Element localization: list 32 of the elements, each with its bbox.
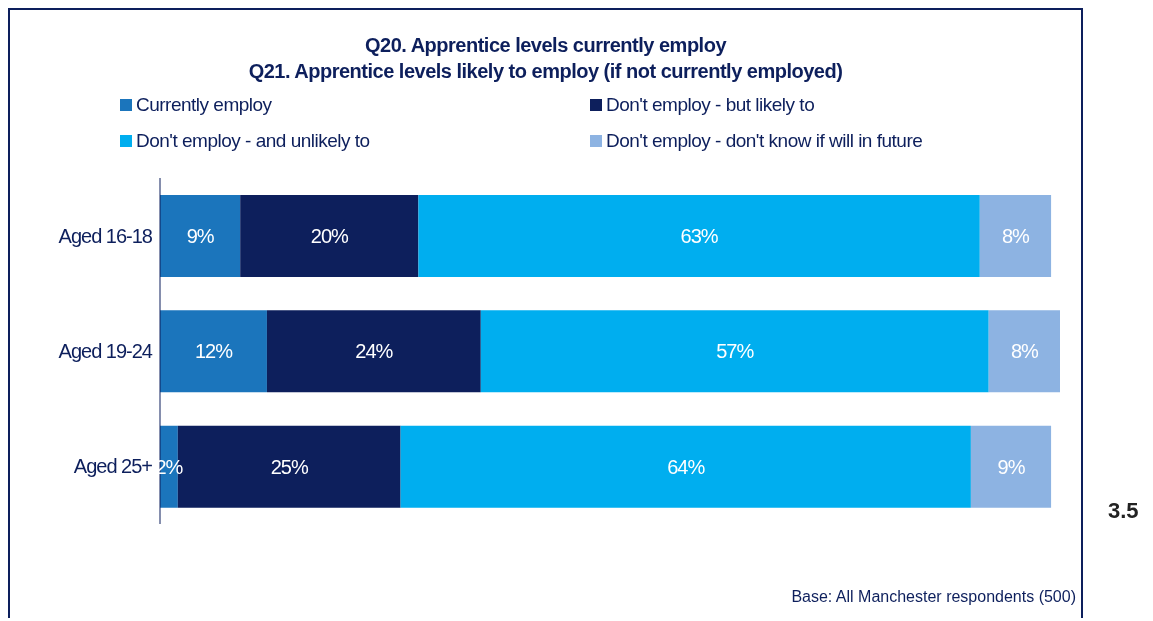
y-tick-label: Aged 25+ (73, 455, 153, 478)
bar (240, 195, 419, 277)
data-label: 8% (1001, 225, 1031, 247)
data-label: 24% (355, 340, 394, 363)
data-label: 63% (680, 225, 719, 247)
bar (160, 195, 241, 277)
data-label: 25% (270, 455, 309, 478)
data-label: 20% (310, 225, 350, 247)
bar (988, 310, 1060, 393)
data-label: 9% (997, 455, 1026, 478)
data-label: 9% (186, 225, 215, 247)
bar (160, 310, 267, 393)
legend-label: Don't employ - and unlikely to (136, 130, 370, 152)
legend-label: Don't employ - don't know if will in future (606, 130, 923, 152)
legend-label: Don't employ - but likely to (606, 94, 815, 116)
bar (970, 425, 1052, 508)
data-label: 64% (667, 455, 706, 478)
y-tick-label: Aged 16-18 (58, 224, 153, 247)
text: Base: All Manchester respondents (500) (790, 588, 1076, 606)
bar (418, 195, 980, 277)
bar (979, 195, 1052, 277)
chart-title: Q20. Apprentice levels currently employ (364, 33, 728, 58)
bar (266, 310, 481, 393)
bar (400, 425, 971, 508)
text: 3.5 (1108, 498, 1139, 524)
data-label: 8% (1010, 340, 1040, 363)
data-label: 57% (716, 340, 755, 363)
chart-subtitle: Q21. Apprentice levels likely to employ (if not currently employed) (247, 59, 844, 84)
bar (480, 310, 989, 393)
data-label: 12% (194, 340, 234, 363)
y-tick-label: Aged 19-24 (58, 340, 153, 363)
legend-label: Currently employ (136, 94, 272, 116)
